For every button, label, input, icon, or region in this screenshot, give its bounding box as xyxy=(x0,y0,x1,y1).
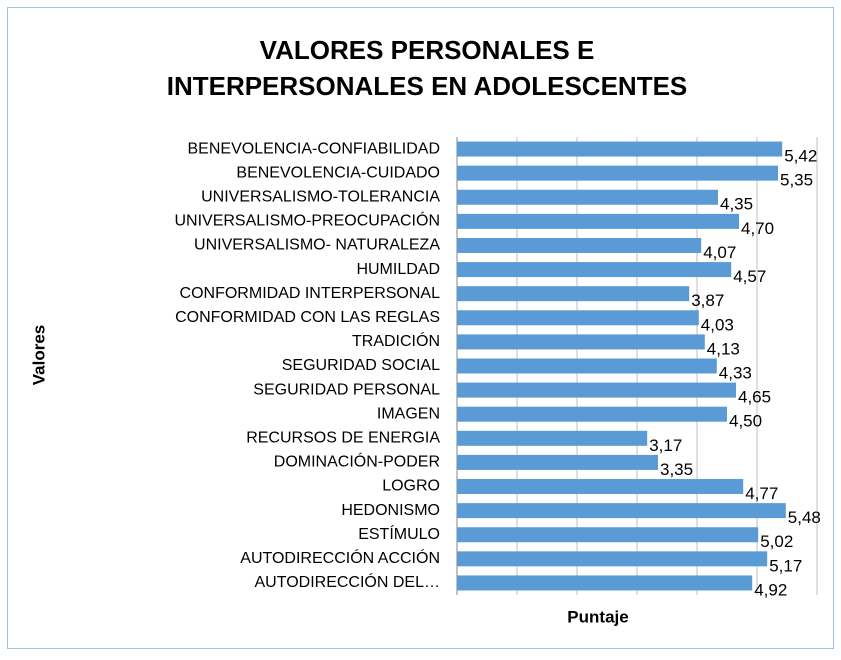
y-tick-label: TRADICIÓN xyxy=(352,331,440,350)
y-tick-label: SEGURIDAD PERSONAL xyxy=(253,381,440,398)
data-label: 4,57 xyxy=(733,267,766,286)
data-label: 3,35 xyxy=(660,460,693,479)
chart-title: INTERPERSONALES EN ADOLESCENTES xyxy=(167,71,688,101)
y-tick-label: DOMINACIÓN-PODER xyxy=(274,452,440,471)
bar xyxy=(457,286,690,302)
y-tick-label: AUTODIRECCIÓN DEL… xyxy=(254,572,440,591)
data-label: 4,33 xyxy=(719,363,752,382)
y-tick-label: SEGURIDAD SOCIAL xyxy=(282,357,440,374)
bar xyxy=(457,479,744,495)
data-label: 4,50 xyxy=(729,412,762,431)
y-axis-title: Valores xyxy=(29,325,48,386)
bar xyxy=(457,454,658,470)
bar xyxy=(457,213,739,229)
y-tick-label: UNIVERSALISMO- NATURALEZA xyxy=(194,237,440,254)
y-tick-label: CONFORMIDAD INTERPERSONAL xyxy=(180,285,441,302)
data-label: 5,35 xyxy=(780,171,813,190)
data-label: 3,17 xyxy=(649,436,682,455)
bar xyxy=(457,430,648,446)
y-tick-label: LOGRO xyxy=(382,478,440,495)
bar xyxy=(457,237,702,253)
data-label: 4,03 xyxy=(701,315,734,334)
data-label: 4,70 xyxy=(741,219,774,238)
y-tick-label: BENEVOLENCIA-CONFIABILIDAD xyxy=(188,140,441,157)
y-tick-label: CONFORMIDAD CON LAS REGLAS xyxy=(175,309,440,326)
bar xyxy=(457,334,705,350)
y-tick-label: HUMILDAD xyxy=(356,261,440,278)
bar xyxy=(457,527,759,543)
data-label: 4,65 xyxy=(738,388,771,407)
y-tick-label: ESTÍMULO xyxy=(358,524,440,543)
data-label: 4,07 xyxy=(703,243,736,262)
bar xyxy=(457,575,753,591)
y-tick-label: AUTODIRECCIÓN ACCIÓN xyxy=(240,548,440,567)
y-tick-label: BENEVOLENCIA-CUIDADO xyxy=(236,164,440,181)
y-tick-label: IMAGEN xyxy=(377,405,440,422)
bar xyxy=(457,310,699,326)
bar xyxy=(457,406,727,422)
bar xyxy=(457,358,717,374)
bar xyxy=(457,503,786,519)
data-label: 4,13 xyxy=(707,339,740,358)
bar xyxy=(457,262,732,278)
data-label: 4,92 xyxy=(754,580,787,599)
bar xyxy=(457,189,718,205)
data-label: 4,35 xyxy=(720,195,753,214)
bar xyxy=(457,165,778,181)
y-tick-label: UNIVERSALISMO-TOLERANCIA xyxy=(201,188,440,205)
y-tick-label: UNIVERSALISMO-PREOCUPACIÓN xyxy=(174,211,440,230)
chart-title: VALORES PERSONALES E xyxy=(260,35,595,65)
data-label: 5,17 xyxy=(769,556,802,575)
bar xyxy=(457,551,768,567)
data-label: 4,77 xyxy=(745,484,778,503)
data-label: 3,87 xyxy=(691,291,724,310)
bar xyxy=(457,141,783,157)
x-axis-title: Puntaje xyxy=(567,607,628,626)
data-label: 5,42 xyxy=(784,147,817,166)
y-tick-label: HEDONISMO xyxy=(341,502,440,519)
data-label: 5,02 xyxy=(760,532,793,551)
bar xyxy=(457,382,736,398)
data-label: 5,48 xyxy=(788,508,821,527)
y-tick-label: RECURSOS DE ENERGIA xyxy=(246,430,440,447)
